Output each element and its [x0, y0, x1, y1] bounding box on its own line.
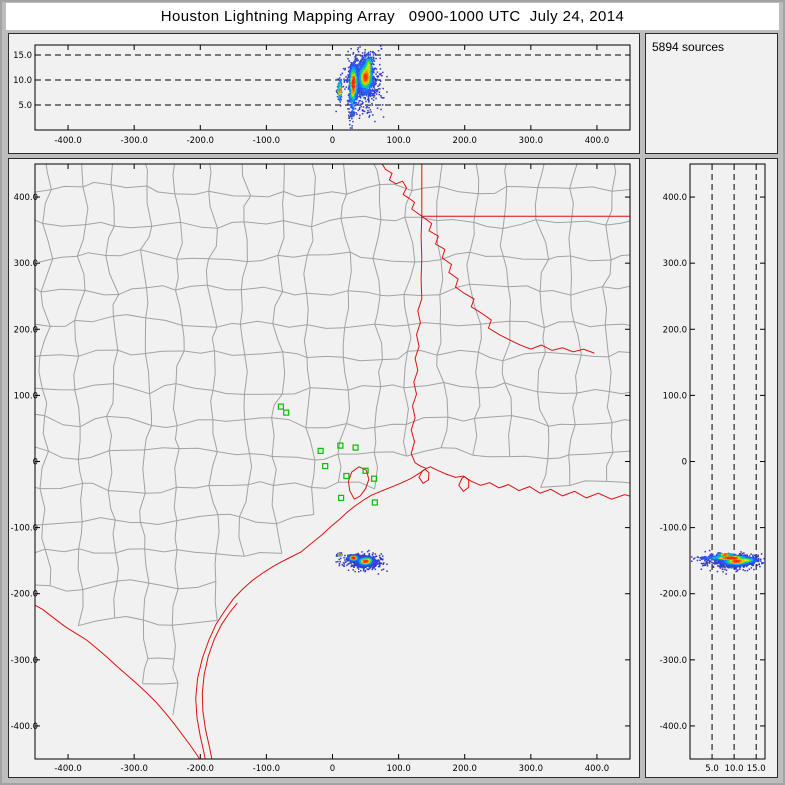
ew-x-tick-label: 300.0 — [519, 136, 543, 146]
station-marker — [343, 472, 350, 480]
altitude-north-south-plot[interactable]: 5.0 10.0 15.0 400.0 300.0 200.0 100.0 0 -100.0 -2… — [646, 159, 777, 777]
title-bar: Houston Lightning Mapping Array 0900-100… — [6, 3, 779, 30]
ns-y-tick-label: -400.0 — [660, 722, 687, 732]
ns-axes: 5.0 10.0 15.0 400.0 300.0 200.0 100.0 0 -100.0 -2… — [660, 163, 766, 774]
galveston-bay — [347, 466, 370, 500]
station-marker — [337, 442, 344, 449]
altitude-east-west-plot[interactable]: 5.0 10.0 15.0 -400.0 -300.0 -200.0 -100.0 0 100.… — [9, 34, 639, 153]
station-marker — [371, 499, 378, 506]
ew-axes: 5.0 10.0 15.0 -400.0 -300.0 -200.0 -100.0 0 100.… — [13, 44, 631, 146]
station-marker — [322, 463, 329, 470]
calcasieu-lake — [458, 476, 470, 492]
plan-x-tick-label: 300.0 — [519, 764, 543, 774]
ew-altitude-tick-label: 15.0 — [13, 51, 32, 61]
ew-altitude-tick-label: 10.0 — [13, 76, 32, 86]
ew-x-tick-label: -100.0 — [253, 136, 280, 146]
tx-la-border — [410, 216, 426, 469]
source-count-label: 5894 sources — [652, 40, 725, 54]
lightning-sources-plan — [335, 549, 388, 575]
lightning-sources-ns — [691, 549, 765, 575]
ns-y-tick-label: -300.0 — [660, 656, 687, 666]
plan-y-tick-label: 100.0 — [14, 391, 38, 401]
ew-x-tick-label: -400.0 — [54, 136, 81, 146]
plan-y-tick-label: -300.0 — [11, 656, 38, 666]
ew-altitude-tick-label: 5.0 — [18, 101, 32, 111]
ew-x-tick-label: 200.0 — [453, 136, 477, 146]
ns-y-tick-label: -100.0 — [660, 524, 687, 534]
ew-x-tick-label: 0 — [330, 136, 335, 146]
plan-x-tick-label: 0 — [330, 764, 335, 774]
altitude-east-west-panel: 5.0 10.0 15.0 -400.0 -300.0 -200.0 -100.0 0 100.… — [8, 33, 640, 154]
ns-alt-tick-label: 15.0 — [747, 764, 766, 774]
county-borders — [35, 164, 630, 716]
plan-x-tick-label: -200.0 — [187, 764, 214, 774]
station-marker — [277, 403, 284, 410]
sabine-lake — [418, 468, 430, 484]
ew-x-tick-label: -300.0 — [120, 136, 147, 146]
altitude-north-south-panel: 5.0 10.0 15.0 400.0 300.0 200.0 100.0 0 -100.0 -2… — [645, 158, 778, 778]
plan-y-tick-label: -400.0 — [11, 722, 38, 732]
plan-view-plot[interactable]: 400.0 300.0 200.0 100.0 0 -100.0 -200.0 -300.0 -… — [9, 159, 639, 777]
plan-view-panel: 400.0 300.0 200.0 100.0 0 -100.0 -200.0 -300.0 -… — [8, 158, 640, 778]
plan-y-tick-label: -100.0 — [11, 524, 38, 534]
rio-grande-border — [35, 604, 201, 759]
lightning-sources-ew — [335, 45, 388, 129]
ns-y-tick-label: 100.0 — [663, 391, 687, 401]
station-marker — [338, 494, 345, 501]
page-title: Houston Lightning Mapping Array 0900-100… — [160, 8, 625, 25]
barrier-island — [201, 602, 238, 759]
plan-x-tick-label: 400.0 — [585, 764, 609, 774]
plan-x-tick-label: -400.0 — [54, 764, 81, 774]
red-river-louisiana — [421, 215, 595, 354]
station-marker — [317, 447, 324, 454]
ew-x-tick-label: 400.0 — [585, 136, 609, 146]
state-borders — [35, 164, 630, 759]
source-count-panel: 5894 sources — [645, 33, 778, 154]
ew-x-tick-label: 100.0 — [386, 136, 410, 146]
ew-x-tick-label: -200.0 — [187, 136, 214, 146]
plan-y-tick-label: 400.0 — [14, 193, 38, 203]
plan-y-tick-label: -200.0 — [11, 590, 38, 600]
plan-x-tick-label: -100.0 — [253, 764, 280, 774]
station-marker — [352, 444, 359, 451]
coastline — [195, 466, 630, 759]
red-river-tx-ok-border — [381, 164, 423, 217]
plan-x-tick-label: 200.0 — [453, 764, 477, 774]
ns-y-tick-label: -200.0 — [660, 590, 687, 600]
ns-alt-tick-label: 10.0 — [725, 764, 744, 774]
plan-x-tick-label: 100.0 — [386, 764, 410, 774]
ns-y-tick-label: 300.0 — [663, 259, 687, 269]
station-marker — [371, 475, 378, 482]
ns-y-tick-label: 400.0 — [663, 193, 687, 203]
ns-y-tick-label: 0 — [682, 458, 687, 468]
map — [35, 164, 630, 759]
station-markers — [277, 403, 378, 506]
ns-alt-tick-label: 5.0 — [705, 764, 719, 774]
station-marker — [283, 409, 290, 416]
ns-y-tick-label: 200.0 — [663, 325, 687, 335]
station-marker — [362, 467, 369, 474]
plan-y-tick-label: 300.0 — [14, 259, 38, 269]
plan-y-tick-label: 200.0 — [14, 325, 38, 335]
plan-x-tick-label: -300.0 — [120, 764, 147, 774]
plan-plot-border — [34, 163, 631, 760]
